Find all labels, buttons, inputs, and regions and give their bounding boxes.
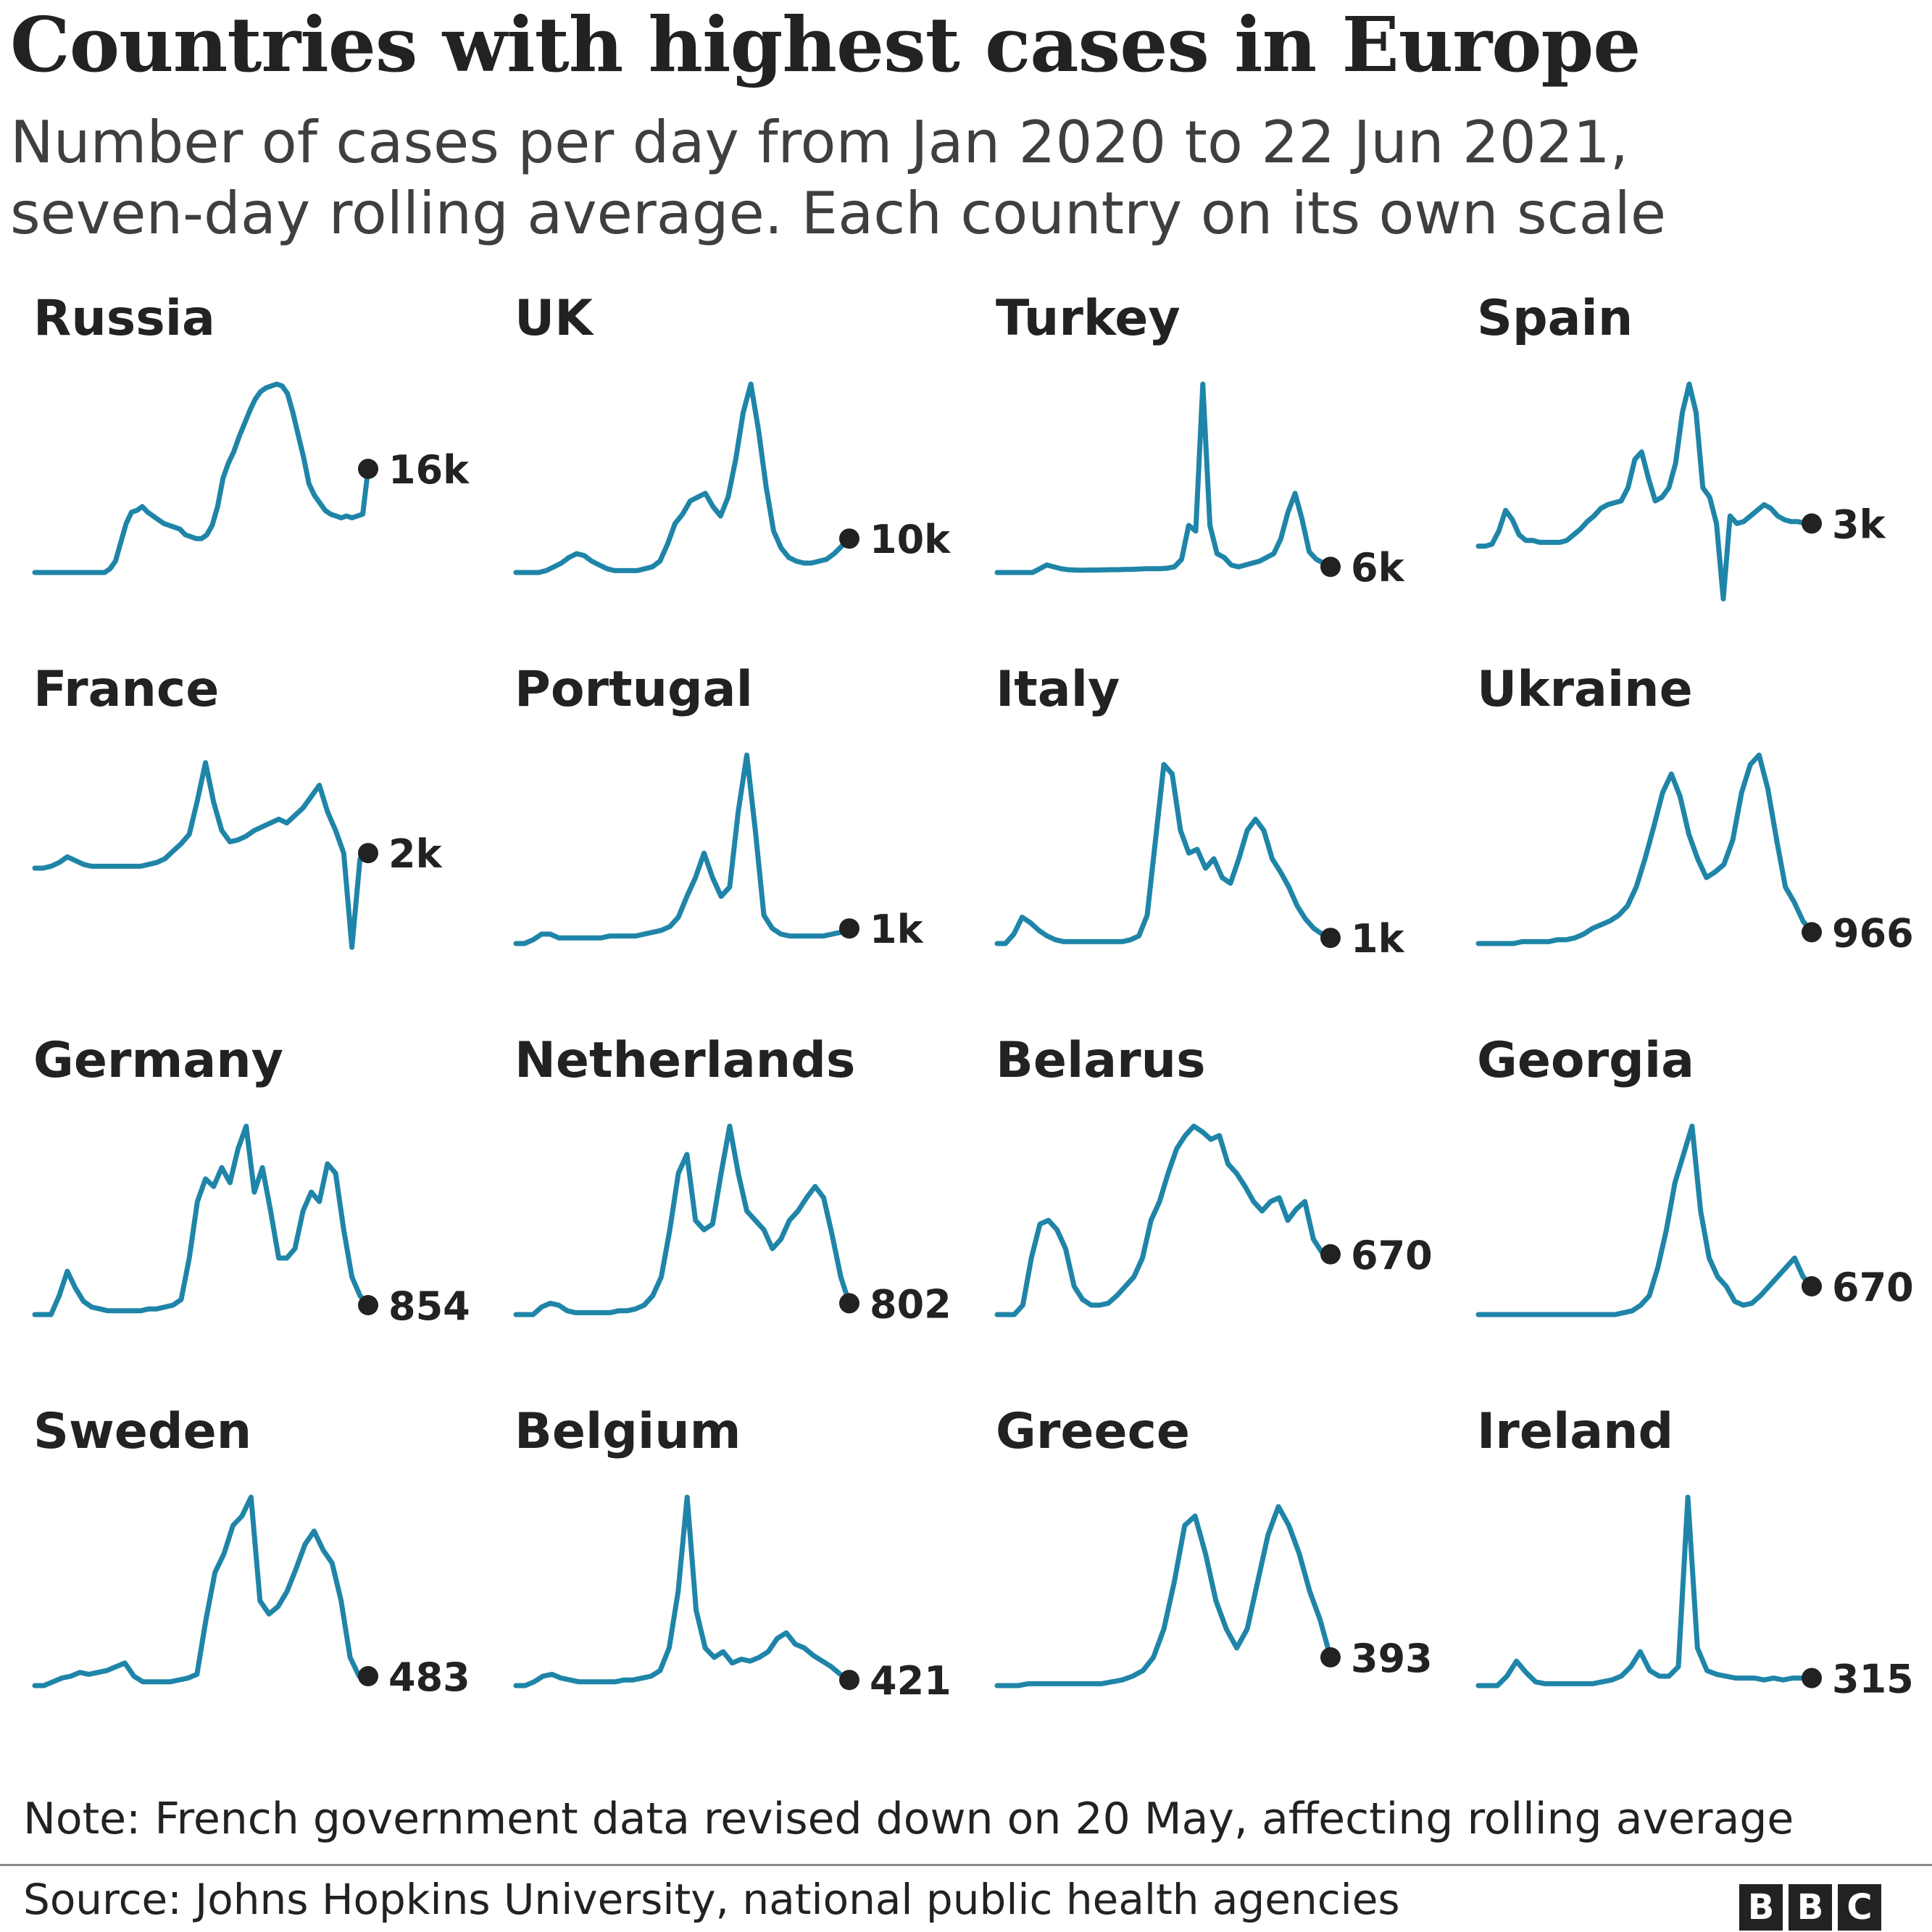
latest-point (839, 918, 859, 939)
series-line (32, 759, 371, 950)
logo-letter: C (1838, 1884, 1881, 1931)
footer-divider (0, 1864, 1932, 1866)
latest-point (839, 1293, 859, 1314)
series-line (513, 1494, 852, 1689)
series-line (1475, 1123, 1815, 1317)
country-panel: Belarus 670 (994, 1032, 1433, 1317)
country-name: Turkey (996, 290, 1181, 347)
series-line (513, 1123, 852, 1317)
latest-value-label: 6k (1351, 545, 1405, 591)
country-name: France (33, 661, 219, 718)
logo-letter: B (1789, 1884, 1832, 1931)
country-panel: Belgium 421 (513, 1403, 952, 1704)
chart-title: Countries with highest cases in Europe (10, 0, 1641, 89)
latest-point (1320, 1244, 1341, 1265)
latest-value-label: 670 (1351, 1233, 1433, 1278)
latest-value-label: 966 (1832, 910, 1914, 956)
logo-letter: B (1739, 1884, 1783, 1931)
latest-point (839, 1670, 859, 1691)
bbc-logo: B B C (1739, 1884, 1881, 1931)
country-name: Sweden (33, 1403, 251, 1460)
series-line (32, 1494, 371, 1689)
country-name: Ireland (1477, 1403, 1673, 1460)
series-line (994, 1123, 1333, 1317)
country-panel: Germany 854 (32, 1032, 470, 1329)
country-name: Portugal (515, 661, 753, 718)
country-name: Germany (33, 1032, 283, 1089)
country-panel: Sweden 483 (32, 1403, 470, 1700)
chart-source: Source: Johns Hopkins University, nation… (23, 1875, 1400, 1924)
country-name: UK (515, 290, 594, 347)
country-panel: Netherlands 802 (513, 1032, 952, 1327)
country-panel: Italy 1k (994, 661, 1405, 962)
country-name: Netherlands (515, 1032, 855, 1089)
country-name: Italy (996, 661, 1120, 718)
series-line (32, 1123, 371, 1317)
latest-value-label: 421 (870, 1658, 952, 1704)
country-name: Spain (1477, 290, 1633, 347)
country-name: Belarus (996, 1032, 1206, 1089)
series-line (32, 381, 371, 575)
country-name: Greece (996, 1403, 1190, 1460)
country-panel: Turkey 6k (994, 290, 1405, 591)
latest-value-label: 670 (1832, 1265, 1914, 1310)
series-line (1475, 1494, 1815, 1689)
latest-value-label: 1k (870, 907, 924, 952)
latest-value-label: 483 (388, 1654, 470, 1700)
latest-value-label: 1k (1351, 916, 1405, 962)
country-panel: Russia 16k (32, 290, 470, 575)
country-panel: Georgia 670 (1475, 1032, 1914, 1317)
subtitle-line-1: Number of cases per day from Jan 2020 to… (10, 109, 1629, 176)
latest-value-label: 854 (388, 1283, 470, 1329)
latest-point (1320, 557, 1341, 578)
latest-point (358, 459, 378, 479)
series-line (513, 381, 852, 575)
chart-subtitle: Number of cases per day from Jan 2020 to… (10, 107, 1894, 249)
series-line (1475, 752, 1815, 946)
country-panel: Ireland 315 (1475, 1403, 1914, 1702)
latest-point (839, 528, 859, 549)
latest-value-label: 10k (870, 517, 951, 562)
latest-value-label: 393 (1351, 1636, 1433, 1681)
series-line (1475, 381, 1815, 601)
latest-point (1320, 1647, 1341, 1667)
series-line (513, 752, 852, 946)
country-panel: UK 10k (513, 290, 951, 575)
latest-value-label: 3k (1832, 501, 1886, 547)
latest-value-label: 802 (870, 1281, 952, 1327)
latest-point (1802, 922, 1822, 943)
latest-point (1802, 1276, 1822, 1296)
country-name: Belgium (515, 1403, 741, 1460)
country-panel: Portugal 1k (513, 661, 924, 952)
country-panel: Greece 393 (994, 1403, 1433, 1689)
country-panel: Ukraine 966 (1475, 661, 1914, 956)
country-panel: Spain 3k (1475, 290, 1886, 601)
latest-point (1320, 928, 1341, 949)
country-name: Ukraine (1477, 661, 1693, 718)
latest-value-label: 2k (388, 831, 443, 877)
country-name: Georgia (1477, 1032, 1694, 1089)
series-line (994, 1504, 1333, 1689)
latest-point (358, 1295, 378, 1315)
latest-value-label: 315 (1832, 1657, 1914, 1702)
country-panel: France 2k (32, 661, 443, 950)
latest-point (358, 843, 378, 864)
subtitle-line-2: seven-day rolling average. Each country … (10, 180, 1667, 247)
latest-point (1802, 513, 1822, 534)
series-line (994, 762, 1333, 946)
series-line (994, 381, 1333, 575)
latest-point (358, 1666, 378, 1686)
country-name: Russia (33, 290, 215, 347)
latest-value-label: 16k (388, 447, 470, 493)
latest-point (1802, 1667, 1822, 1689)
chart-note: Note: French government data revised dow… (23, 1794, 1794, 1844)
